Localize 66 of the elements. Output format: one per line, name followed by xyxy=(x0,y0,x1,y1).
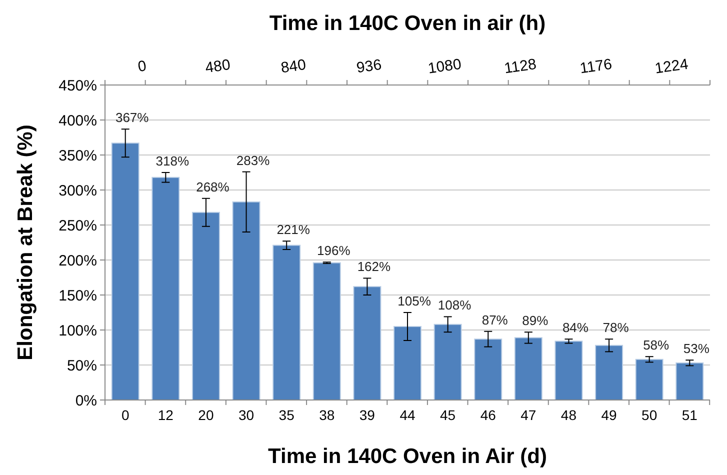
y-axis-title: Elongation at Break (%) xyxy=(14,124,37,360)
x-tick-label: 38 xyxy=(319,407,335,423)
data-label: 58% xyxy=(643,338,670,353)
y-tick-label: 450% xyxy=(58,77,97,94)
y-tick-label: 350% xyxy=(58,147,97,164)
bar xyxy=(232,201,260,400)
text: 1128 xyxy=(503,56,538,78)
bar xyxy=(554,340,583,400)
x-tick-label: 30 xyxy=(238,407,254,423)
data-label: 367% xyxy=(115,110,150,126)
data-label: 87% xyxy=(482,312,508,328)
x-tick-label: 39 xyxy=(359,407,376,423)
y-tick-label: 150% xyxy=(58,287,97,304)
text: 1176 xyxy=(578,56,614,78)
bar xyxy=(111,142,140,400)
x-tick-label: 49 xyxy=(601,407,618,423)
data-label: 162% xyxy=(357,259,392,274)
text: 1224 xyxy=(654,56,690,78)
data-label: 221% xyxy=(276,222,310,238)
bar xyxy=(514,337,542,400)
data-label: 89% xyxy=(522,313,549,328)
bar xyxy=(595,344,624,400)
text: 1080 xyxy=(426,56,462,78)
text: 0 xyxy=(136,58,148,76)
data-label: 283% xyxy=(236,152,270,168)
y-tick-label: 50% xyxy=(66,357,97,374)
bar xyxy=(272,244,301,400)
x-tick-label: 48 xyxy=(560,407,577,423)
bar xyxy=(474,338,502,400)
x-tick-label: 0 xyxy=(121,407,130,423)
x-tick-label: 35 xyxy=(278,407,295,423)
y-tick-label: 0% xyxy=(75,392,97,410)
x-tick-label: 44 xyxy=(400,407,416,423)
bar xyxy=(635,358,664,400)
data-label: 268% xyxy=(196,179,230,194)
data-label: 78% xyxy=(602,320,630,336)
y-tick-label: 400% xyxy=(58,112,97,130)
data-label: 84% xyxy=(562,320,589,336)
y-tick-label: 300% xyxy=(58,182,97,200)
x2-axis-title: Time in 140C Oven in air (h) xyxy=(269,12,546,35)
x-tick-label: 12 xyxy=(158,407,174,423)
bar xyxy=(192,212,220,400)
x-axis-title: Time in 140C Oven in Air (d) xyxy=(268,445,547,468)
text: 480 xyxy=(204,56,232,77)
y-tick-label: 200% xyxy=(58,252,97,270)
x-tick-label: 20 xyxy=(198,407,214,423)
x-tick-label: 50 xyxy=(642,407,658,423)
data-label: 196% xyxy=(317,243,351,258)
y-tick-label: 250% xyxy=(58,217,97,234)
text: 936 xyxy=(355,56,383,77)
bar xyxy=(312,262,341,400)
bar xyxy=(152,176,180,400)
data-label: 108% xyxy=(438,298,472,313)
y-tick-label: 100% xyxy=(58,322,97,340)
x-tick-label: 47 xyxy=(520,407,536,423)
x-tick-label: 46 xyxy=(480,407,496,423)
x-tick-label: 51 xyxy=(682,407,698,423)
text: 840 xyxy=(280,56,308,77)
data-label: 105% xyxy=(398,294,432,308)
x-tick-label: 45 xyxy=(440,407,456,423)
data-label: 318% xyxy=(156,154,190,168)
bar xyxy=(353,286,382,400)
bar xyxy=(393,326,422,400)
bar xyxy=(434,324,462,400)
data-label: 53% xyxy=(683,341,710,356)
bar xyxy=(676,362,704,400)
